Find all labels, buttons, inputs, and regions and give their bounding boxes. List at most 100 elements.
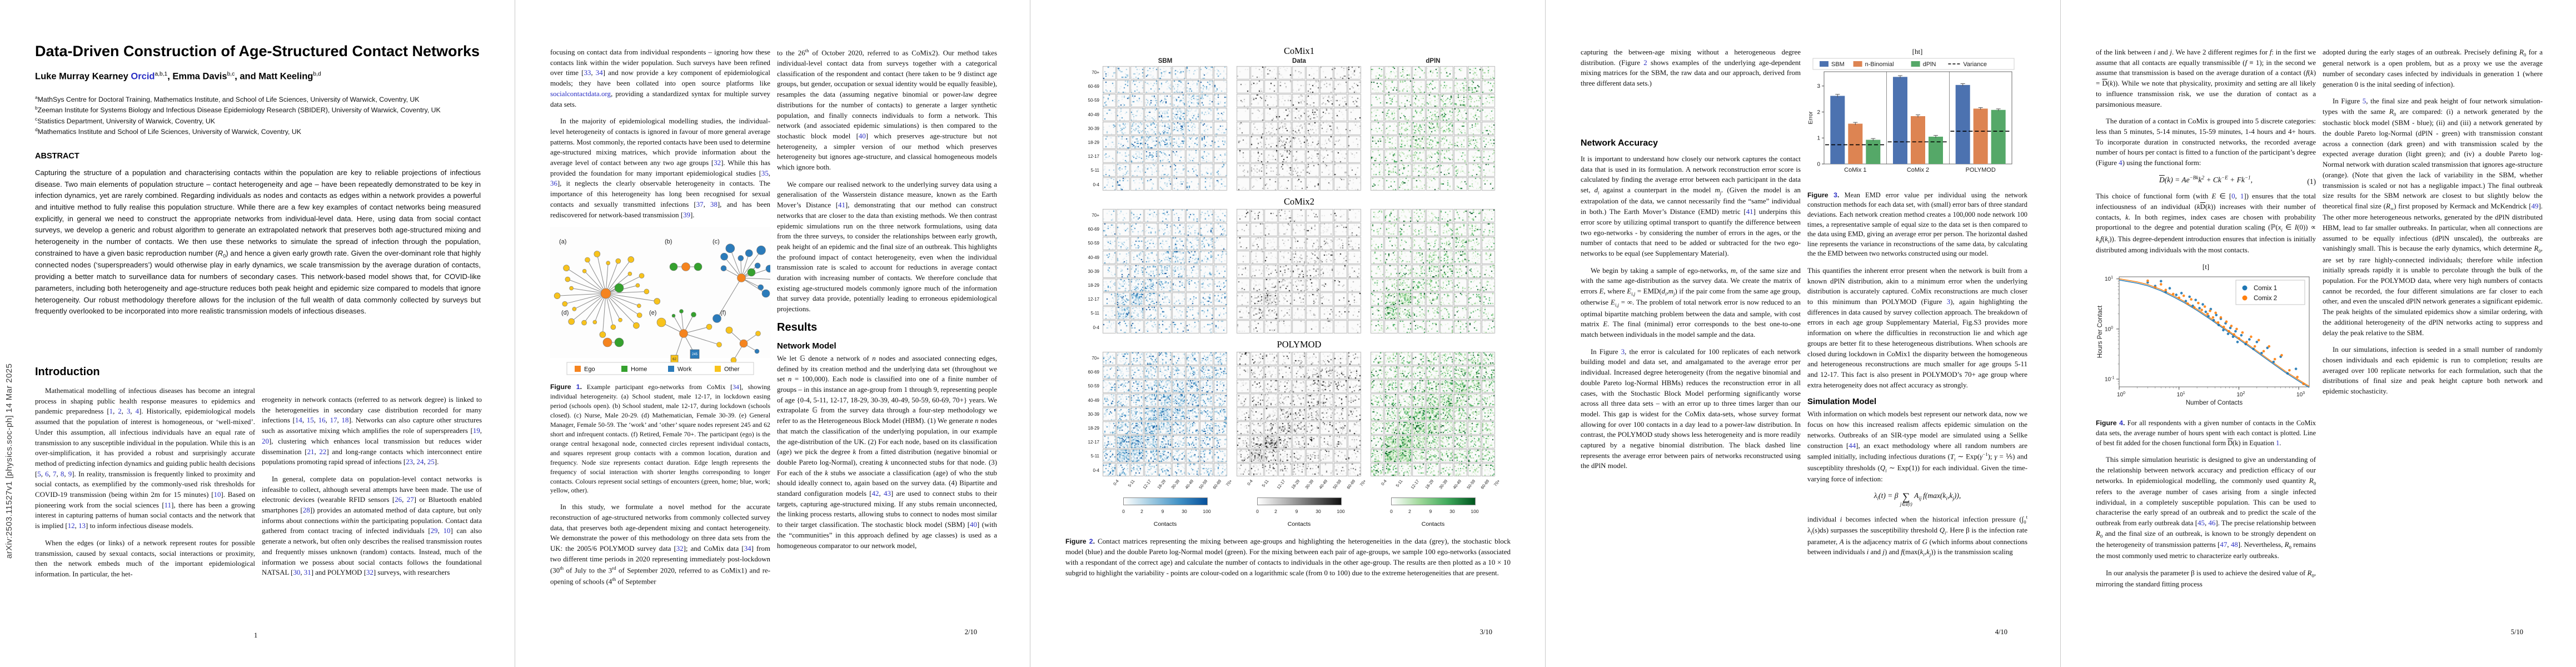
citation-link[interactable]: 45: [2198, 519, 2205, 527]
citation-link[interactable]: 18: [341, 416, 349, 425]
citation-link[interactable]: 1: [2240, 192, 2244, 201]
figure-link[interactable]: 1: [576, 382, 580, 391]
citation-link[interactable]: 38: [710, 200, 718, 208]
external-link[interactable]: socialcontactdata.org: [550, 89, 611, 98]
page5-right-column: adopted during the early stages of an ou…: [2323, 47, 2543, 656]
citation-link[interactable]: 28: [302, 506, 310, 515]
citation-link[interactable]: 24: [416, 458, 424, 466]
age-axis-label: 30-39: [1304, 479, 1315, 490]
citation-link[interactable]: 3: [126, 407, 131, 416]
figure2-row-title: CoMix2: [1283, 196, 1314, 207]
citation-link[interactable]: 16: [318, 416, 326, 425]
page-1: arXiv:2503.11527v1 [physics.soc-ph] 14 M…: [0, 0, 515, 667]
citation-link[interactable]: 0: [2231, 192, 2235, 201]
age-axis-label: 60-69: [1088, 227, 1099, 232]
citation-link[interactable]: 13: [78, 522, 86, 530]
contact-matrix-block: [1102, 351, 1228, 477]
citation-link[interactable]: 26: [395, 496, 402, 504]
citation-link[interactable]: 11: [164, 501, 172, 509]
citation-link[interactable]: 27: [406, 496, 414, 504]
citation-link[interactable]: 40: [858, 132, 866, 140]
figure-link[interactable]: 2: [1089, 537, 1093, 545]
citation-link[interactable]: 30: [293, 569, 301, 577]
age-axis-label: 0-4: [1093, 182, 1099, 187]
citation-link[interactable]: 12: [67, 522, 75, 530]
citation-link[interactable]: 43: [884, 490, 891, 498]
citation-link[interactable]: 17: [330, 416, 337, 425]
latex-placement-marker: [ht]: [1912, 47, 1923, 56]
citation-link[interactable]: 35: [761, 169, 769, 177]
citation-link[interactable]: 9: [68, 470, 72, 478]
colorbar: [1391, 497, 1476, 505]
citation-link[interactable]: 19: [472, 427, 480, 435]
figure-link[interactable]: 1: [2276, 439, 2280, 447]
age-axis-label: 60-69: [1479, 479, 1491, 490]
citation-link[interactable]: 41: [1746, 208, 1753, 216]
citation-link[interactable]: 41: [838, 201, 845, 210]
citation-link[interactable]: 39: [683, 211, 691, 219]
affiliations: aMathSys Centre for Doctoral Training, M…: [35, 94, 481, 137]
citation-link[interactable]: 37: [696, 200, 704, 208]
figure-link[interactable]: 2: [1643, 58, 1647, 67]
svg-text:2: 2: [1817, 109, 1820, 116]
svg-text:SBM: SBM: [1831, 61, 1845, 68]
colorbar-tick: 0: [1122, 509, 1125, 514]
age-axis-label: 18-29: [1289, 479, 1301, 490]
citation-link[interactable]: 32: [676, 545, 684, 553]
figure-link[interactable]: 4: [2119, 159, 2122, 167]
colorbar: [1257, 497, 1342, 505]
citation-link[interactable]: 22: [319, 447, 327, 456]
citation-link[interactable]: 44: [1848, 441, 1856, 450]
citation-link[interactable]: 48: [2230, 540, 2238, 549]
citation-link[interactable]: 33: [584, 69, 591, 77]
figure-link[interactable]: 3: [1833, 191, 1837, 199]
page-2: focusing on contact data from individual…: [515, 0, 1030, 667]
figure-link[interactable]: 3: [1621, 347, 1625, 356]
figure2-row-title: CoMix1: [1283, 46, 1314, 56]
age-axis-label: 30-39: [1088, 126, 1099, 131]
legend-label: Other: [724, 366, 740, 373]
citation-link[interactable]: 5: [37, 470, 41, 478]
figure-link[interactable]: 3: [1946, 298, 1951, 306]
paragraph: to the 26th of October 2020, referred to…: [777, 48, 998, 172]
citation-link[interactable]: 1: [109, 407, 113, 416]
citation-link[interactable]: 10: [213, 491, 221, 499]
citation-link[interactable]: 40: [970, 521, 977, 529]
citation-link[interactable]: 7: [53, 470, 57, 478]
colorbar-tick: 2: [1140, 509, 1143, 514]
citation-link[interactable]: 10: [443, 527, 451, 535]
citation-link[interactable]: 29: [430, 527, 438, 535]
citation-link[interactable]: 34: [744, 545, 751, 553]
figure-link[interactable]: 4: [2119, 419, 2123, 427]
network-accuracy-heading: Network Accuracy: [1581, 138, 1658, 148]
citation-link[interactable]: 14: [295, 416, 302, 425]
citation-link[interactable]: 25: [427, 458, 435, 466]
paragraph: In our analysis the parameter β is used …: [2096, 569, 2316, 589]
citation-link[interactable]: 23: [406, 458, 413, 466]
citation-link[interactable]: 15: [306, 416, 314, 425]
paragraph: Mathematical modelling of infectious dis…: [35, 387, 255, 530]
colorbar: [1123, 497, 1208, 505]
citation-link[interactable]: 20: [262, 437, 269, 445]
citation-link[interactable]: 46: [2208, 519, 2216, 527]
citation-link[interactable]: 2: [118, 407, 122, 416]
citation-link[interactable]: 36: [550, 180, 557, 188]
citation-link[interactable]: 4: [135, 407, 139, 416]
citation-link[interactable]: 49: [2531, 202, 2539, 210]
age-axis-label: 50-59: [1088, 98, 1099, 103]
citation-link[interactable]: 6: [45, 470, 49, 478]
citation-link[interactable]: 34: [733, 382, 739, 391]
svg-text:CoMix 1: CoMix 1: [1844, 167, 1866, 173]
citation-link[interactable]: 34: [595, 69, 603, 77]
citation-link[interactable]: 32: [366, 569, 373, 577]
figure-1-caption: Figure 1. Example participant ego-networ…: [550, 382, 770, 495]
citation-link[interactable]: 31: [303, 569, 311, 577]
citation-link[interactable]: 21: [307, 447, 315, 456]
citation-link[interactable]: 32: [714, 159, 721, 167]
age-axis-label: 70+: [1358, 479, 1367, 487]
figure-link[interactable]: 5: [2362, 97, 2366, 106]
citation-link[interactable]: 8: [60, 470, 64, 478]
svg-text:POLYMOD: POLYMOD: [1966, 167, 1996, 173]
citation-link[interactable]: 42: [871, 490, 879, 498]
citation-link[interactable]: 47: [2220, 540, 2228, 549]
